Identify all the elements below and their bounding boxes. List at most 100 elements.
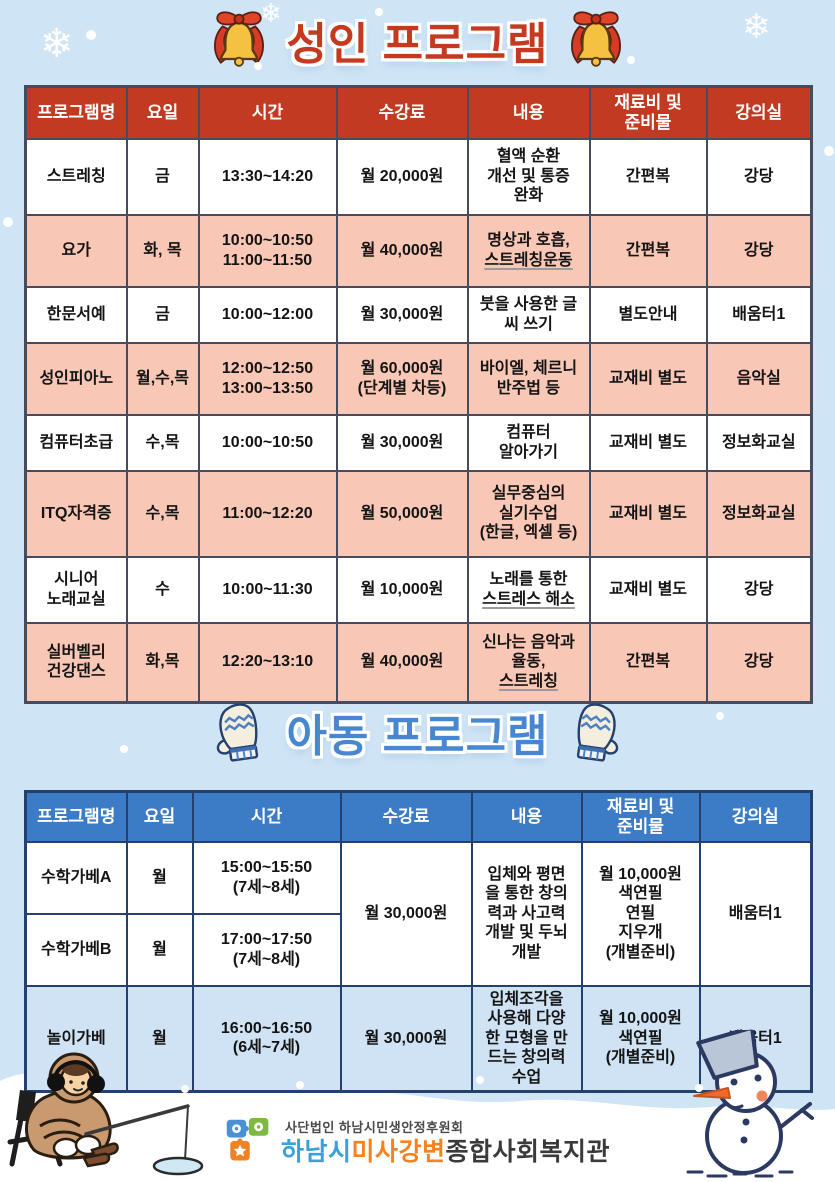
cell-text: 신나는 음악과: [482, 633, 575, 651]
cell-text: 월 10,000원: [360, 580, 444, 598]
column-header: 내용: [470, 790, 583, 843]
cell-text: 10:00~12:00: [221, 305, 314, 323]
snow-ground: [0, 1071, 835, 1182]
cell-text: (7세~8세): [232, 878, 301, 896]
table-row: 요가 화, 목 10:00~10:50 11:00~11:50 월 40,000원 명상과…: [24, 213, 813, 288]
table-cell: 교재비 별도: [588, 555, 708, 624]
table-cell: 간편복: [588, 213, 708, 288]
table-cell: 컴퓨터초급: [24, 413, 128, 472]
table-cell: 음악실: [705, 341, 813, 416]
cell-text: 수,목: [145, 433, 180, 451]
column-header: 강의실: [705, 85, 813, 140]
table-cell: 수학가베B: [24, 912, 128, 987]
table-cell: 입체와 평면 을 통한 창의 력과 사고력 개발 및 두뇌 개발: [470, 840, 583, 987]
table-header-row: 프로그램명 요일 시간 수강료 내용 재료비 및 준비물 강의실: [24, 85, 813, 140]
adult-program-title: 성인 프로그램: [286, 20, 549, 69]
cell-text: 교재비 별도: [608, 369, 688, 387]
cell-text: 수: [155, 580, 170, 598]
cell-text: 17:00~17:50: [220, 930, 313, 948]
cell-text: 12:00~12:50: [221, 359, 314, 377]
cell-text: 색연필: [618, 1029, 663, 1047]
column-header: 강의실: [698, 790, 813, 843]
table-row: 스트레칭 금 13:30~14:20 월 20,000원 혈액 순환 개선 및 통증 완화 간…: [24, 137, 813, 216]
cell-text: 입체조각을: [489, 990, 564, 1008]
cell-text: 월: [152, 1029, 167, 1047]
cell-text: 교재비 별도: [608, 504, 688, 522]
cell-text: 드는 창의력: [487, 1049, 566, 1067]
table-cell: 실무중심의 실기수업 (한글, 엑셀 등): [466, 469, 591, 558]
cell-text: 월: [152, 940, 167, 958]
cell-text: 16:00~16:50: [220, 1019, 313, 1037]
table-cell: 화,목: [125, 621, 200, 704]
cell-text: 한 모형을 만: [485, 1029, 568, 1047]
cell-text: 수학가베A: [41, 868, 112, 886]
column-header: 프로그램명: [24, 85, 128, 140]
table-cell: 실버벨리 건강댄스: [24, 621, 128, 704]
cell-text: 강당: [744, 241, 774, 259]
table-cell: 월 10,000원: [335, 555, 469, 624]
adult-program-table: 프로그램명 요일 시간 수강료 내용 재료비 및 준비물 강의실 스트레칭 금 13:30~14:2…: [24, 85, 813, 704]
cell-text: 지우개: [618, 924, 663, 942]
table-cell: 월 30,000원: [335, 413, 469, 472]
cell-text: 반주법 등: [496, 379, 561, 397]
cell-text: 사용해 다양: [487, 1010, 566, 1028]
table-cell: 12:20~13:10: [197, 621, 338, 704]
cell-text: (한글, 엑셀 등): [479, 524, 578, 542]
cell-text: (개별준비): [605, 1049, 676, 1067]
cell-text: 월 20,000원: [360, 167, 444, 185]
cell-text: (7세~8세): [232, 950, 301, 968]
org-association-name: 사단법인 하남시민생안정후원회: [284, 1120, 464, 1135]
table-cell: 월 30,000원: [339, 984, 473, 1093]
cell-text: 월 50,000원: [360, 504, 444, 522]
cell-text: 혈액 순환: [496, 148, 561, 166]
cell-text: (단계별 차등): [357, 379, 447, 397]
cell-text: 노래를 통한: [489, 570, 568, 588]
table-cell: 10:00~12:00: [197, 285, 338, 344]
table-cell: 배움터1: [705, 285, 813, 344]
table-cell: 수: [125, 555, 200, 624]
table-cell: 별도안내: [588, 285, 708, 344]
table-cell: 성인피아노: [24, 341, 128, 416]
table-cell: 교재비 별도: [588, 341, 708, 416]
table-cell: 월: [125, 840, 194, 915]
cell-text: 11:00~11:50: [222, 251, 313, 269]
cell-text: 화, 목: [143, 241, 182, 259]
table-cell: 월 10,000원 색연필 연필 지우개 (개별준비): [580, 840, 701, 987]
table-row: 실버벨리 건강댄스 화,목 12:20~13:10 월 40,000원 신나는 음악과 율동…: [24, 621, 813, 704]
cell-text: 개발: [511, 943, 542, 961]
table-cell: 15:00~15:50 (7세~8세): [191, 840, 342, 915]
cell-text: 11:00~12:20: [222, 504, 313, 522]
cell-text: 씨 쓰기: [504, 315, 553, 333]
adult-section-header: 성인 프로그램: [0, 8, 835, 72]
cell-text: 강당: [744, 580, 774, 598]
table-cell: 혈액 순환 개선 및 통증 완화: [466, 137, 591, 216]
cell-text: 컴퓨터초급: [39, 433, 114, 451]
footer: 사단법인 하남시민생안정후원회 하남시미사강변종합사회복지관: [0, 1116, 835, 1167]
table-cell: 10:00~10:50 11:00~11:50: [197, 213, 338, 288]
cell-text: 실무중심의: [491, 485, 566, 503]
cell-text: 10:00~11:30: [222, 580, 313, 598]
mitten-icon: [217, 703, 259, 762]
table-cell: 바이엘, 체르니 반주법 등: [466, 341, 591, 416]
cell-text: 색연필: [618, 885, 663, 903]
cell-text: 월 40,000원: [360, 653, 444, 671]
cell-text: 월 10,000원: [599, 1010, 682, 1028]
table-cell: 17:00~17:50 (7세~8세): [191, 912, 342, 987]
table-cell: ITQ자격증: [24, 469, 128, 558]
cell-text: 수,목: [145, 504, 180, 522]
table-cell: 간편복: [588, 137, 708, 216]
table-cell: 월 20,000원: [335, 137, 469, 216]
cell-text: 배움터1: [732, 305, 786, 323]
table-cell: 금: [125, 137, 200, 216]
cell-text: 수업: [511, 1068, 542, 1086]
cell-text: 붓을 사용한 글: [479, 295, 578, 313]
cell-text: 13:00~13:50: [221, 379, 314, 397]
table-cell: 명상과 호흡, 스트레칭운동: [466, 213, 591, 288]
cell-text: 월,수,목: [135, 369, 190, 387]
cell-text: 요가: [61, 241, 91, 259]
cell-text: 력과 사고력: [487, 904, 566, 922]
cell-text: 실버벨리: [46, 643, 106, 661]
cell-text: 강당: [744, 653, 774, 671]
table-cell: 월 60,000원 (단계별 차등): [335, 341, 469, 416]
